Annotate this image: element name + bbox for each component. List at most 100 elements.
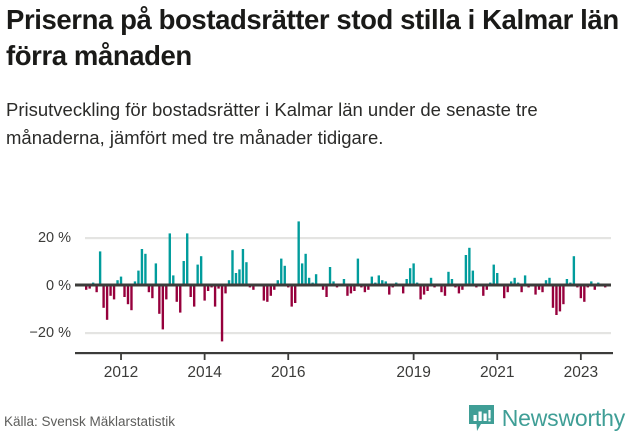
x-axis-tick-label: 2019 [396,364,430,380]
gridline [85,332,611,335]
x-axis-tick [203,354,206,360]
bar [297,221,300,285]
bar [220,285,224,342]
bar [123,285,126,297]
x-axis-tick-label: 2016 [271,364,305,380]
bar [283,265,286,285]
bar [234,273,238,285]
x-axis-tick [120,354,122,360]
bar [506,285,509,293]
bar [266,285,269,302]
bar [353,285,356,291]
bar [440,285,443,293]
bar [461,285,464,290]
bar [206,285,210,291]
bar [154,263,158,285]
logo-text: Newsworthy [501,405,625,431]
bar [192,285,196,307]
bar [349,285,353,294]
x-axis-tick-label: 2012 [104,364,138,380]
bar-chart: 20 %0 %−20 %2012201420162019202120230 % [29,221,613,380]
bar [203,285,206,301]
y-axis-tick-label: 20 % [38,230,71,246]
bar [419,285,422,300]
bar [189,285,192,297]
bar [262,285,266,301]
bar [172,275,175,285]
bar [252,285,255,290]
bar [513,277,516,285]
x-axis-tick [496,354,499,360]
bar [579,285,583,299]
gridline [85,237,611,240]
chart-subtitle: Prisutveckling för bostadsrätter i Kalma… [6,99,538,148]
bar [555,285,558,315]
bar [269,285,272,296]
bar [565,279,569,285]
bar [471,270,475,285]
bar [447,271,450,285]
bar [158,285,161,314]
bar [186,233,189,285]
bar [199,256,203,285]
bar [457,285,461,294]
bar [405,279,408,285]
bar [384,281,387,285]
bar [98,251,102,285]
x-axis-tick [287,354,290,360]
x-axis-line [75,352,613,355]
bar [217,285,220,289]
bar [583,285,586,302]
bar [356,258,360,285]
bar [548,277,551,285]
bar [95,285,98,293]
bar [109,285,112,296]
bar [294,285,297,303]
bar [523,275,527,285]
bar [102,285,105,308]
bar [147,285,151,293]
bar [541,285,544,293]
bar [273,285,276,290]
bar [370,276,374,285]
bar [562,285,565,305]
bar [572,256,576,285]
newsworthy-logo: Newsworthy [468,404,625,433]
bar [537,285,541,290]
bar [332,281,335,285]
speech-bubble-bar-chart-icon [468,405,494,431]
bar [213,285,217,307]
bar [426,285,429,291]
x-axis-tick-label: 2021 [480,364,514,380]
bar [238,269,241,285]
bar [119,276,123,285]
bar [116,280,119,285]
bar [534,285,537,295]
bar [241,249,245,285]
bar [144,253,147,285]
bar [280,258,283,285]
zero-axis-line [75,283,611,287]
bar [388,285,391,295]
bar [321,285,325,290]
bar [377,275,380,285]
bar [509,281,513,285]
bar [482,285,485,296]
bar [179,285,182,313]
bar [133,281,137,285]
bar [450,279,454,285]
bar [551,285,555,308]
bar [182,261,185,285]
bar [429,277,433,285]
bar [290,285,293,307]
bar [367,285,370,290]
bar [346,285,349,296]
bar [363,285,367,293]
chart-plot-area: 20 %0 %−20 %2012201420162019202120230 % [0,205,631,380]
bar [140,249,144,285]
bar [328,267,332,285]
bar [468,247,471,285]
bar [325,285,328,297]
bar [105,285,109,320]
